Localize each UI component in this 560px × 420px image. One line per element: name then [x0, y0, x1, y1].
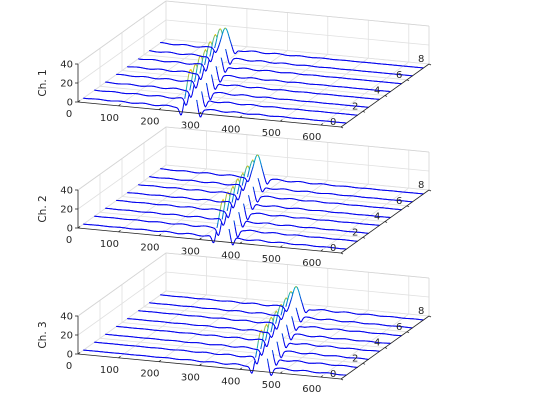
trace-6-segment [194, 73, 197, 79]
trace-4-occluder [127, 41, 391, 92]
peak-5 [204, 49, 207, 51]
trace-8-segment [184, 93, 186, 100]
z-wall-gridline [165, 19, 430, 46]
box-edge [77, 0, 167, 65]
trace-6-segment [194, 77, 196, 83]
trace-4-segment [201, 73, 204, 78]
trace-3-occluder [138, 34, 402, 84]
trace-6-segment [207, 92, 210, 98]
axis-label: Ch. 1 [37, 69, 49, 96]
trace-5-segment [196, 80, 199, 86]
trace-8 [83, 69, 347, 124]
z-wall-gridline [165, 145, 430, 172]
z-tick-label: 40 [60, 60, 73, 71]
trace-5-segment [212, 80, 215, 86]
y-tick-label: 2 [352, 101, 358, 112]
trace-3-segment [254, 194, 257, 199]
trace-7-segment [186, 100, 189, 105]
box-edge [165, 0, 430, 27]
peak-4 [209, 41, 211, 43]
x-tick-label: 0 [66, 109, 72, 120]
trace-8 [83, 199, 347, 250]
trace-8-segment [182, 103, 185, 109]
trace-7-segment [202, 97, 205, 103]
y-tick [340, 126, 344, 129]
peak-6 [232, 185, 234, 187]
trace-8-segment [188, 70, 190, 76]
trace-7-segment [203, 101, 206, 107]
trace-6-segment [192, 86, 195, 92]
y-tick-label: 0 [330, 117, 336, 128]
y-tick-label: 4 [374, 86, 380, 97]
trace-4-segment [206, 49, 209, 55]
peak-5 [237, 179, 239, 181]
trace-5 [116, 49, 380, 100]
trace-4-segment [217, 75, 220, 81]
peak-3 [247, 166, 249, 168]
trace-4-segment [202, 69, 205, 75]
trace-7-segment [234, 227, 237, 233]
y-tick [384, 95, 388, 97]
trace-4 [127, 41, 391, 93]
trace-7-segment [192, 67, 195, 72]
trace-5-segment [244, 211, 247, 216]
x-tick-label: 100 [100, 113, 119, 124]
trace-5-segment [211, 76, 214, 82]
trace-5-segment [201, 56, 204, 62]
z-tick-label: 0 [67, 98, 73, 109]
y-tick-label: 8 [418, 54, 424, 65]
peak-8 [190, 69, 192, 71]
trace-5-segment [200, 64, 202, 71]
trace-6-segment [206, 84, 208, 90]
z-tick-label: 20 [60, 79, 73, 90]
peak-4 [242, 172, 244, 174]
trace-5-segment [199, 69, 202, 74]
trace-2-occluder [149, 29, 413, 76]
z-wall-gridline [77, 38, 167, 103]
trace-7-segment [191, 75, 193, 82]
y-tick [428, 63, 432, 66]
z-wall-gridline [77, 19, 167, 84]
y-tick [406, 79, 410, 82]
trace-7-segment [189, 84, 192, 90]
y-tick-label: 6 [396, 70, 402, 81]
trace-8-segment [197, 104, 199, 111]
y-floor-gridline [99, 85, 364, 112]
trace-5-segment [213, 84, 215, 89]
box-edge [165, 126, 430, 153]
trace-8-occluder [83, 200, 347, 250]
trace-8-segment [196, 100, 199, 106]
trace-3 [138, 34, 402, 85]
trace-8-segment [186, 78, 189, 85]
trace-6-segment [191, 90, 194, 96]
x-tick-label: 200 [140, 117, 159, 128]
peak-1 [224, 27, 226, 29]
trace-6-segment [195, 68, 198, 75]
y-tick [362, 110, 366, 113]
peak-3 [214, 34, 216, 36]
trace-4-segment [216, 67, 218, 73]
trace-3-segment [222, 64, 224, 69]
peak-8 [222, 198, 224, 200]
trace-7-segment [201, 93, 204, 99]
y-floor-gridline [121, 70, 386, 96]
trace-4-segment [204, 57, 207, 63]
trace-6-segment [196, 63, 199, 70]
y-floor-gridline [143, 54, 408, 81]
trace-8-segment [185, 83, 188, 90]
peak-2 [219, 28, 221, 30]
trace-8-segment [187, 74, 190, 80]
trace-6-segment [207, 88, 209, 94]
trace-7-segment [187, 97, 189, 102]
trace-2 [149, 28, 413, 77]
trace-5-segment [197, 76, 200, 82]
trace-4-segment [216, 71, 219, 77]
trace-2-segment [226, 55, 229, 60]
trace-6-segment [198, 56, 200, 61]
